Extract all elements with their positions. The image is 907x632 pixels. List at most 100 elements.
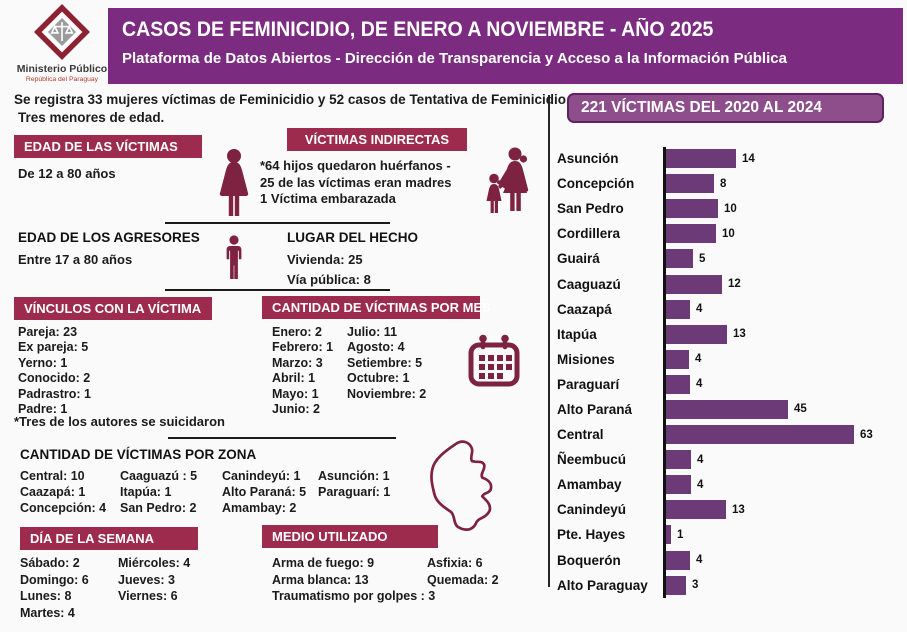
zones-col4: Asunción: 1 Paraguarí: 1 xyxy=(318,468,390,500)
zone-item: Concepción: 4 xyxy=(20,501,107,516)
place-title: LUGAR DEL HECHO xyxy=(287,230,419,245)
zone-item: Central: 10 xyxy=(20,469,85,483)
chart-value-label: 14 xyxy=(742,152,755,165)
chart-value-label: 13 xyxy=(733,328,746,341)
zone-item: Caazapá: 1 xyxy=(20,485,86,500)
chart-category-label: Canindeyú xyxy=(557,502,627,518)
chart-value-label: 12 xyxy=(728,278,741,291)
mother-with-child-icon xyxy=(486,147,529,213)
monthly-col1: Enero: 2 Febrero: 1 Marzo: 3 Abril: 1 Mayo: … xyxy=(272,325,333,417)
zone-item: Paraguarí: 1 xyxy=(318,485,391,500)
bar-chart: Asunción 14 Concepción 8 San Pedro 10 Cordille… xyxy=(557,146,905,598)
chart-bar xyxy=(666,475,691,495)
chart-category-label: Guairá xyxy=(557,251,600,267)
chart-category-label: Concepción xyxy=(557,176,635,192)
chart-row: San Pedro 10 xyxy=(557,196,905,221)
chart-value-label: 4 xyxy=(696,378,703,391)
chart-row: Itapúa 13 xyxy=(557,322,905,347)
place-item-1: Vivienda: 25 xyxy=(287,252,363,267)
man-icon xyxy=(226,235,242,279)
chart-bar xyxy=(666,525,671,545)
chart-category-label: Alto Paraná xyxy=(557,401,633,417)
calendar-icon xyxy=(468,334,520,387)
chart-row: Caaguazú 12 xyxy=(557,271,905,296)
means-item: Quemada: 2 xyxy=(427,572,499,587)
links-item: Yerno: 1 xyxy=(18,355,68,370)
chart-category-label: Boquerón xyxy=(557,552,621,568)
monthly-item: Febrero: 1 xyxy=(272,340,334,355)
ministerio-publico-logo: Ministerio Público República del Paragua… xyxy=(12,3,112,84)
means-item: Arma de fuego: 9 xyxy=(272,556,375,570)
woman-icon xyxy=(219,149,249,216)
chart-category-label: Amambay xyxy=(557,477,622,493)
place-item-2: Vía pública: 8 xyxy=(287,272,371,287)
chart-value-label: 45 xyxy=(794,403,807,416)
chart-value-label: 4 xyxy=(697,453,704,466)
links-item: Conocido: 2 xyxy=(18,371,91,386)
chart-value-label: 10 xyxy=(722,227,735,240)
chart-row: Central 63 xyxy=(557,422,905,447)
zone-item: Caaguazú : 5 xyxy=(120,469,198,483)
divider-line-2 xyxy=(165,289,390,291)
chart-category-label: Caaguazú xyxy=(557,276,621,292)
chart-category-label: Ñeembucú xyxy=(557,452,627,468)
chart-row: Boquerón 4 xyxy=(557,548,905,573)
indirect-victims-lines: *64 hijos quedaron huérfanos -25 de las … xyxy=(260,158,452,208)
summary-line1: Se registra 33 mujeres víctimas de Femin… xyxy=(14,92,570,107)
zones-col2: Caaguazú : 5 Itapúa: 1 San Pedro: 2 xyxy=(120,468,197,517)
chart-value-label: 13 xyxy=(732,503,745,516)
chart-row: Caazapá 4 xyxy=(557,297,905,322)
chart-value-label: 10 xyxy=(724,202,737,215)
indirect-victims-header: VÍCTIMAS INDIRECTAS xyxy=(287,128,467,151)
zone-item: Canindeyú: 1 xyxy=(222,469,301,483)
chart-axis-line xyxy=(663,147,666,598)
chart-category-label: Itapúa xyxy=(557,326,597,342)
weekday-item: Jueves: 3 xyxy=(118,572,175,587)
chart-row: Canindeyú 13 xyxy=(557,497,905,522)
chart-category-label: Cordillera xyxy=(557,226,621,242)
chart-bar xyxy=(666,224,716,244)
zones-col1: Central: 10 Caazapá: 1 Concepción: 4 xyxy=(20,468,106,517)
logo-text-line2: República del Paraguay xyxy=(25,76,99,83)
paraguay-map-icon xyxy=(430,440,493,531)
monthly-item: Junio: 2 xyxy=(272,402,320,417)
zone-item: Asunción: 1 xyxy=(318,469,390,483)
chart-row: Amambay 4 xyxy=(557,472,905,497)
chart-category-label: Caazapá xyxy=(557,301,612,317)
weekday-header: DÍA DE LA SEMANA xyxy=(20,527,198,550)
chart-row: Cordillera 10 xyxy=(557,221,905,246)
chart-category-label: Paraguarí xyxy=(557,376,620,392)
chart-row: Guairá 5 xyxy=(557,246,905,271)
monthly-col2: Julio: 11 Agosto: 4 Setiembre: 5 Octubre: 1… xyxy=(347,325,426,402)
divider-line-1 xyxy=(165,222,390,224)
chart-row: Concepción 8 xyxy=(557,171,905,196)
links-item: Ex pareja: 5 xyxy=(18,340,89,355)
means-item: Traumatismo por golpes : 3 xyxy=(272,589,436,604)
chart-bar xyxy=(666,374,690,394)
chart-category-label: Alto Paraguay xyxy=(557,577,648,593)
monthly-item: Agosto: 4 xyxy=(347,340,405,355)
logo-text-line1: Ministerio Público xyxy=(16,63,108,75)
chart-category-label: Central xyxy=(557,427,604,443)
chart-bar xyxy=(666,149,736,169)
chart-category-label: Misiones xyxy=(557,351,615,367)
weekday-col2: Miércoles: 4 Jueves: 3 Viernes: 6 xyxy=(118,555,190,605)
monthly-item: Setiembre: 5 xyxy=(347,355,423,370)
vertical-divider xyxy=(548,95,550,587)
zones-title: CANTIDAD DE VÍCTIMAS POR ZONA xyxy=(20,447,257,462)
indirect-victims-line: 25 de las víctimas eran madres xyxy=(260,174,452,190)
chart-row: Alto Paraguay 3 xyxy=(557,573,905,598)
scales-of-justice-diamond-icon xyxy=(33,3,91,61)
victim-age-header: EDAD DE LAS VÍCTIMAS xyxy=(14,135,202,158)
chart-value-label: 1 xyxy=(677,528,684,541)
weekday-item: Domingo: 6 xyxy=(20,572,89,587)
chart-row: Asunción 14 xyxy=(557,146,905,171)
chart-bar xyxy=(666,299,690,319)
chart-bar xyxy=(666,399,788,419)
indirect-victims-line: *64 hijos quedaron huérfanos - xyxy=(260,158,451,173)
chart-row: Misiones 4 xyxy=(557,347,905,372)
chart-bar xyxy=(666,349,689,369)
chart-bar xyxy=(666,550,690,570)
victim-age-value: De 12 a 80 años xyxy=(18,166,116,181)
means-header: MEDIO UTILIZADO xyxy=(262,525,438,548)
